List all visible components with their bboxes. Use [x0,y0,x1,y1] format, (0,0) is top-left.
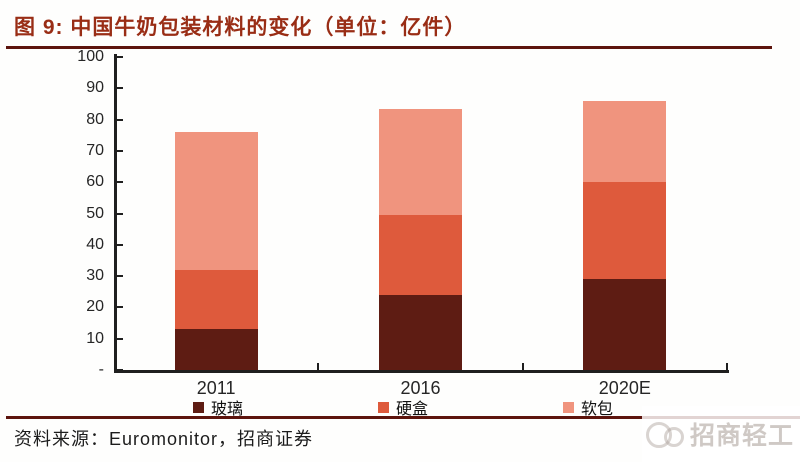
legend-label: 软包 [580,401,613,418]
bar-segment-硬盒 [379,215,462,295]
y-axis-tick-mark [117,306,123,309]
x-axis-tick-mark [317,363,320,370]
figure-title: 图 9: 中国牛奶包装材料的变化（单位：亿件） [14,16,467,39]
x-axis-line [114,370,729,373]
bar-segment-软包 [379,108,462,216]
y-axis-tick-label: 70 [86,141,104,159]
legend-label: 硬盒 [395,401,428,418]
watermark-logo-circle [664,427,684,447]
x-axis-tick-mark [521,363,524,370]
bar-segment-玻璃 [583,279,667,370]
chart-plot-area: - 10 20 30 40 50 60 70 80 90 100 2011 2016 2020E [77,48,729,398]
legend-marker-icon [193,402,204,413]
watermark: 招商轻工 [642,406,800,462]
x-axis-tick-mark [726,363,728,370]
x-axis-category-label: 2016 [400,378,441,398]
y-axis-tick-mark [117,275,123,278]
y-axis-tick-label: 20 [86,298,104,316]
y-axis-tick-mark [117,243,123,246]
legend-item-硬盒: 硬盒 [377,395,428,419]
y-axis-tick-label: 60 [86,173,104,191]
y-axis-tick-label: 40 [86,235,104,253]
y-axis-tick-mark [117,149,123,152]
bar-segment-软包 [174,132,258,270]
source-text: 资料来源：Euromonitor，招商证券 [14,429,314,449]
bar-segment-硬盒 [174,269,258,330]
y-axis-tick-label: 30 [86,267,104,285]
legend-item-软包: 软包 [562,395,613,419]
x-axis-category-label: 2011 [196,378,236,398]
legend-marker-icon [377,402,389,413]
bar-segment-玻璃 [379,294,462,370]
y-axis-tick-mark [117,181,123,184]
y-axis-tick-label: 100 [77,48,104,65]
y-axis-tick-mark [117,337,123,340]
footer-rule [6,416,800,419]
watermark-logo-icon [646,417,686,451]
y-axis-tick-mark [117,56,123,58]
bar-segment-玻璃 [174,329,258,370]
y-axis-tick-label: 50 [86,204,104,222]
y-axis-tick-label: 90 [86,79,104,97]
legend-item-玻璃: 玻璃 [193,395,243,419]
bar-segment-软包 [583,100,667,183]
y-axis-tick-mark [117,369,123,371]
legend-label: 玻璃 [211,401,244,418]
x-axis-category-label: 2020E [598,378,651,398]
y-axis-tick-label: 80 [86,110,104,128]
y-axis-tick-mark [117,87,123,90]
y-axis-tick-mark [117,118,123,121]
watermark-text: 招商轻工 [690,422,795,450]
y-axis-line [114,54,117,373]
bar-segment-硬盒 [583,182,667,280]
legend-marker-icon [562,402,574,413]
y-axis-tick-label: - [98,361,104,378]
title-rule [6,46,772,49]
y-axis-tick-mark [117,212,123,215]
y-axis-tick-label: 10 [86,329,104,347]
chart-legend: 玻璃 硬盒 软包 [193,395,613,419]
